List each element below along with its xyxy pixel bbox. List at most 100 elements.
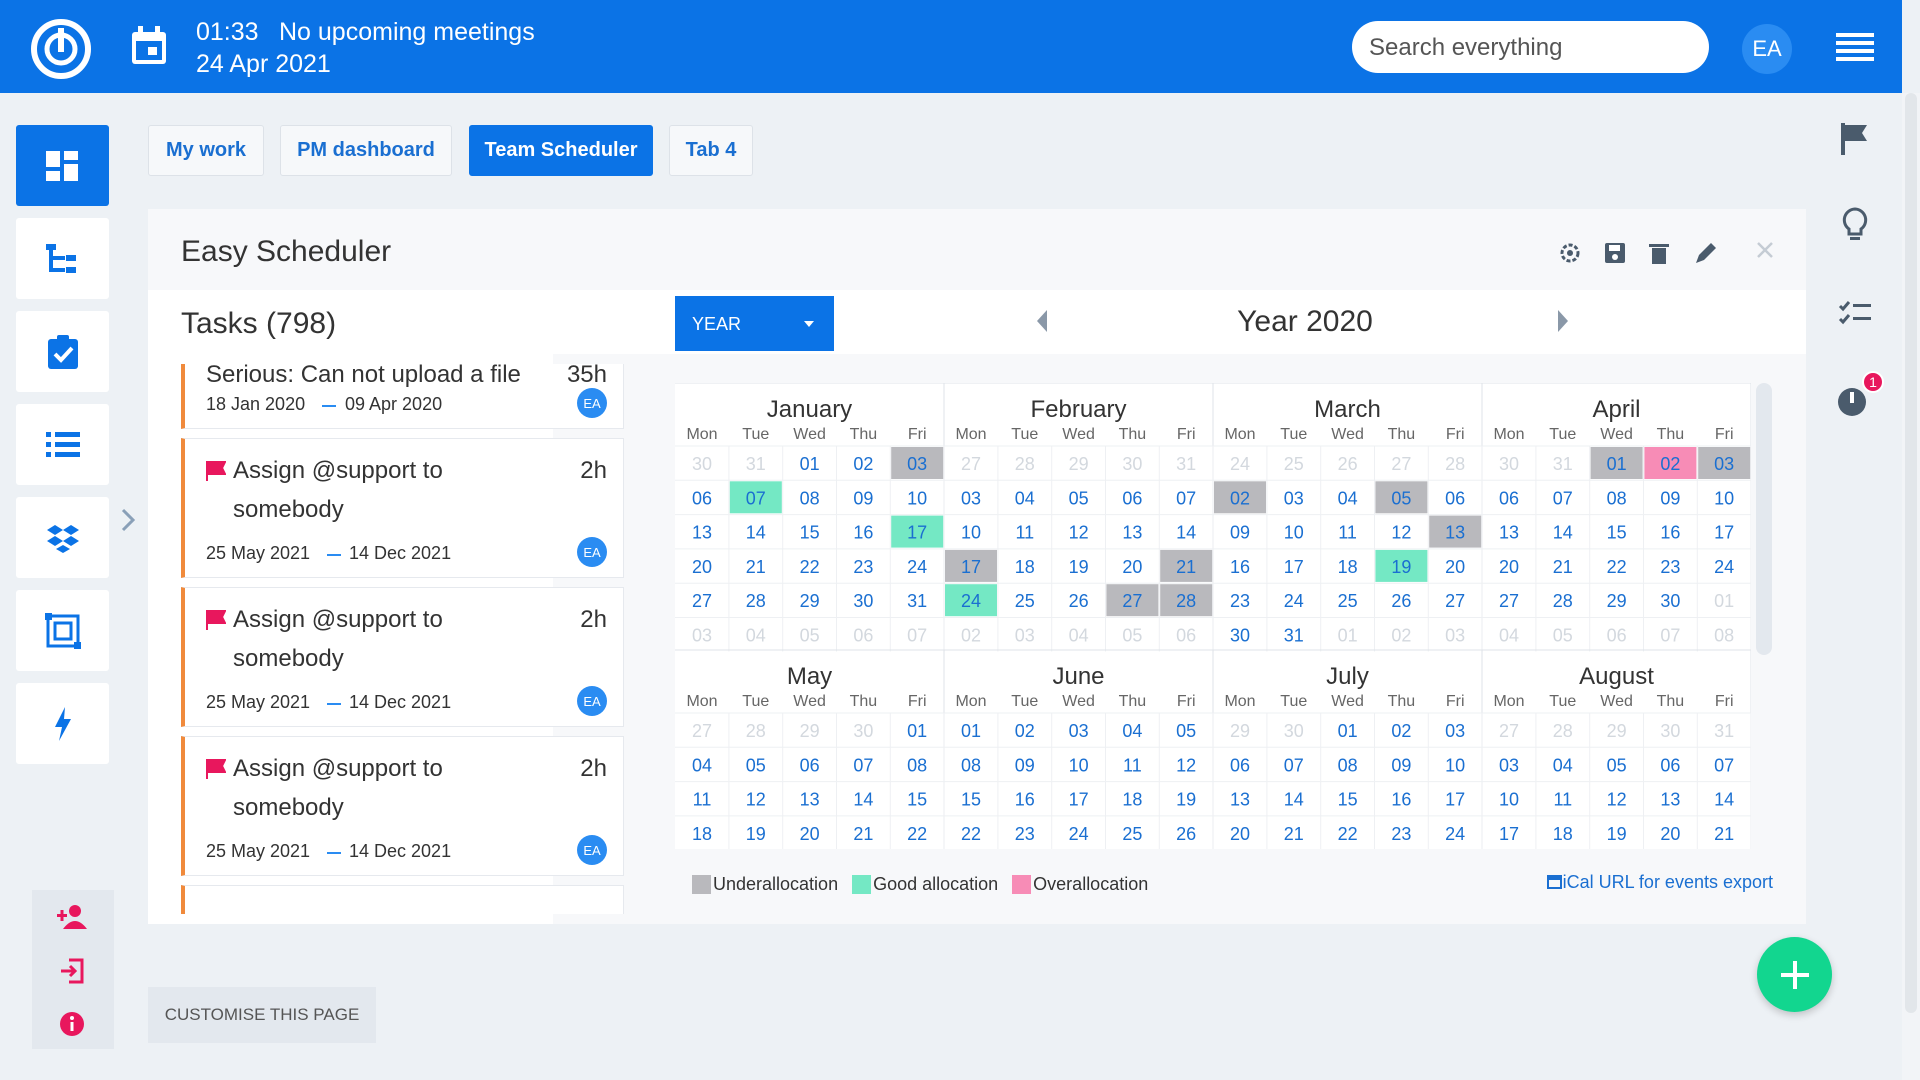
day[interactable]: 09	[1230, 523, 1250, 543]
day[interactable]: 12	[1176, 755, 1196, 775]
menu-icon[interactable]	[1836, 33, 1874, 61]
day[interactable]: 01	[1338, 721, 1358, 741]
day[interactable]: 09	[1391, 755, 1411, 775]
day[interactable]: 13	[1499, 523, 1519, 543]
day[interactable]: 04	[1069, 626, 1089, 646]
checklist-icon[interactable]	[1838, 300, 1872, 326]
day[interactable]: 03	[692, 626, 712, 646]
day[interactable]: 28	[746, 591, 766, 611]
day[interactable]: 27	[1499, 591, 1519, 611]
day[interactable]: 24	[1445, 824, 1465, 844]
day[interactable]: 10	[1284, 523, 1304, 543]
day[interactable]: 06	[800, 755, 820, 775]
day[interactable]: 21	[746, 557, 766, 577]
day[interactable]: 10	[1499, 790, 1519, 810]
day[interactable]: 20	[800, 824, 820, 844]
prev-year[interactable]	[1035, 308, 1049, 334]
day[interactable]: 13	[1122, 523, 1142, 543]
day[interactable]: 04	[692, 755, 712, 775]
day[interactable]: 03	[907, 454, 927, 474]
day[interactable]: 07	[1714, 755, 1734, 775]
day[interactable]: 01	[800, 454, 820, 474]
day[interactable]: 17	[1069, 790, 1089, 810]
day[interactable]: 22	[961, 824, 981, 844]
day[interactable]: 28	[1015, 454, 1035, 474]
day[interactable]: 18	[1015, 557, 1035, 577]
day[interactable]: 02	[961, 626, 981, 646]
day[interactable]: 19	[1391, 557, 1411, 577]
day[interactable]: 17	[961, 557, 981, 577]
day[interactable]: 21	[1553, 557, 1573, 577]
day[interactable]: 06	[1122, 488, 1142, 508]
day[interactable]: 25	[1122, 824, 1142, 844]
day[interactable]: 14	[1553, 523, 1573, 543]
day[interactable]: 06	[1607, 626, 1627, 646]
day[interactable]: 09	[1015, 755, 1035, 775]
day[interactable]: 07	[746, 488, 766, 508]
day[interactable]: 16	[1660, 523, 1680, 543]
add-button[interactable]	[1757, 937, 1832, 1012]
day[interactable]: 24	[1284, 591, 1304, 611]
day[interactable]: 28	[1553, 721, 1573, 741]
day[interactable]: 19	[1069, 557, 1089, 577]
day[interactable]: 31	[746, 454, 766, 474]
day[interactable]: 13	[1230, 790, 1250, 810]
day[interactable]: 17	[1499, 824, 1519, 844]
day[interactable]: 20	[1122, 557, 1142, 577]
day[interactable]: 25	[1284, 454, 1304, 474]
day[interactable]: 27	[961, 454, 981, 474]
day[interactable]: 11	[1015, 523, 1034, 543]
day[interactable]: 15	[800, 523, 820, 543]
day[interactable]: 31	[1714, 721, 1734, 741]
day[interactable]: 05	[746, 755, 766, 775]
day[interactable]: 03	[961, 488, 981, 508]
day[interactable]: 30	[1122, 454, 1142, 474]
timer-icon[interactable]	[1838, 382, 1872, 418]
day[interactable]: 13	[692, 523, 712, 543]
day[interactable]: 11	[1123, 755, 1142, 775]
day[interactable]: 03	[1284, 488, 1304, 508]
day[interactable]: 29	[1607, 721, 1627, 741]
day[interactable]: 27	[1122, 591, 1142, 611]
day[interactable]: 27	[692, 721, 712, 741]
day[interactable]: 04	[1122, 721, 1142, 741]
day[interactable]: 30	[1660, 721, 1680, 741]
idea-icon[interactable]	[1840, 206, 1870, 244]
ical-link[interactable]: iCal URL for events export	[1546, 872, 1773, 893]
day[interactable]: 16	[1015, 790, 1035, 810]
day[interactable]: 07	[1284, 755, 1304, 775]
day[interactable]: 25	[1338, 591, 1358, 611]
day[interactable]: 30	[853, 721, 873, 741]
delete-icon[interactable]	[1649, 244, 1669, 264]
sidebar-expand[interactable]	[120, 508, 136, 532]
day[interactable]: 15	[1607, 523, 1627, 543]
flag-icon[interactable]	[1840, 123, 1870, 155]
day[interactable]: 10	[1714, 488, 1734, 508]
day[interactable]: 23	[1660, 557, 1680, 577]
tab[interactable]: My work	[148, 125, 264, 176]
nav-list[interactable]	[16, 404, 109, 485]
tab[interactable]: PM dashboard	[280, 125, 452, 176]
day[interactable]: 12	[1607, 790, 1627, 810]
day[interactable]: 30	[692, 454, 712, 474]
day[interactable]: 23	[1391, 824, 1411, 844]
task-card[interactable]: Assign @support to somebody 2h 25 May 2021…	[181, 736, 624, 876]
day[interactable]: 10	[1445, 755, 1465, 775]
user-avatar[interactable]: EA	[1742, 24, 1792, 74]
day[interactable]: 03	[1069, 721, 1089, 741]
next-year[interactable]	[1556, 308, 1570, 334]
day[interactable]: 22	[800, 557, 820, 577]
nav-tasks[interactable]	[16, 311, 109, 392]
day[interactable]: 15	[907, 790, 927, 810]
day[interactable]: 31	[1553, 454, 1573, 474]
day[interactable]: 27	[1499, 721, 1519, 741]
task-card[interactable]: Serious: Can not upload a file 35h 18 Jan …	[181, 364, 624, 429]
nav-tree[interactable]	[16, 218, 109, 299]
day[interactable]: 21	[1714, 824, 1734, 844]
day[interactable]: 29	[1607, 591, 1627, 611]
settings-icon[interactable]	[1560, 243, 1580, 263]
task-card[interactable]: Assign @support to somebody 2h 25 May 2021…	[181, 438, 624, 578]
day[interactable]: 14	[853, 790, 873, 810]
day[interactable]: 30	[1230, 626, 1250, 646]
day[interactable]: 04	[746, 626, 766, 646]
